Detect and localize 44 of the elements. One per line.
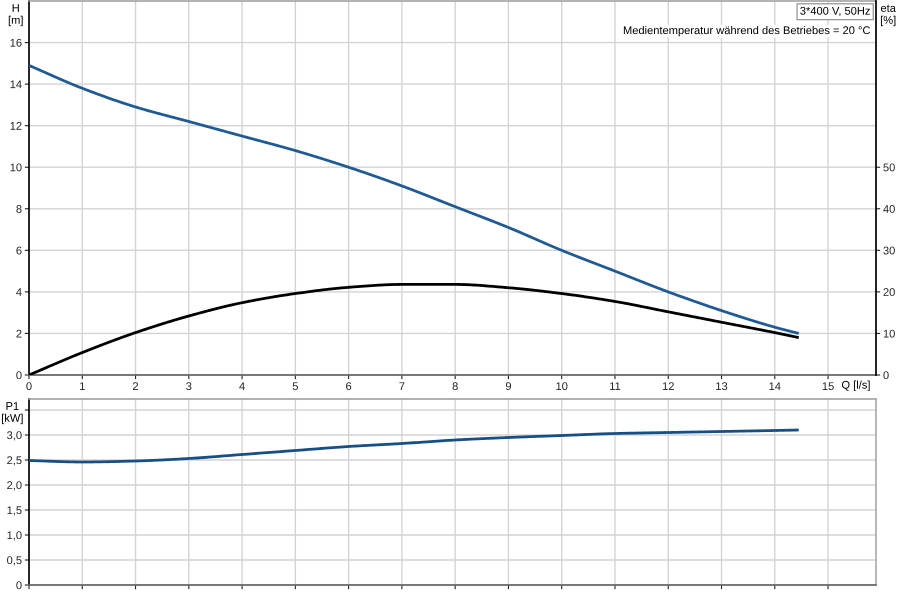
x-tick-label: 2 (133, 382, 138, 390)
x-tick-label: 15 (822, 382, 834, 390)
y-tick-label: 2,0 (7, 481, 22, 490)
y-tick-label: 3,0 (7, 431, 22, 440)
y-tick-label: 2 (16, 330, 22, 338)
y-tick-label: 0,5 (7, 556, 22, 566)
y-tick-label: 1,5 (7, 506, 22, 516)
x-tick-label: 0 (26, 382, 32, 390)
x-tick-label: 6 (346, 382, 352, 390)
annotation: 3*400 V, 50Hz (800, 6, 870, 16)
x-tick-label: 8 (452, 382, 458, 390)
y-tick-label: 0 (16, 581, 22, 590)
y2-tick-label: 30 (883, 246, 895, 254)
y-tick-label: 10 (10, 163, 22, 172)
x-tick-label: 9 (506, 382, 511, 390)
x-tick-label: 10 (556, 382, 568, 390)
x-tick-label: 5 (292, 382, 298, 390)
y-axis-title: P1 [kW] (2, 402, 23, 424)
x-tick-label: 12 (662, 382, 674, 390)
x-tick-label: 4 (239, 382, 245, 390)
y2-tick-label: 10 (884, 330, 895, 338)
y-tick-label: 6 (16, 246, 22, 254)
x-tick-label: 13 (716, 382, 728, 390)
y2-tick-label: 40 (883, 205, 895, 213)
y2-tick-label: 0 (883, 371, 889, 380)
y-tick-label: 12 (10, 122, 22, 130)
y-tick-label: 0 (16, 371, 22, 380)
y-tick-label: 8 (16, 205, 22, 213)
y-tick-label: 1,0 (7, 531, 22, 540)
x-axis-title: Q [l/s] (842, 380, 870, 391)
y-tick-label: 14 (10, 80, 22, 88)
x-tick-label: 14 (769, 382, 781, 390)
y-axis-title: H [m] (8, 4, 23, 26)
y-tick-label: 4 (16, 288, 22, 296)
x-tick-label: 7 (399, 382, 404, 390)
y-tick-label: 16 (10, 38, 22, 47)
y2-axis-title: eta [%] (880, 4, 896, 26)
x-tick-label: 3 (186, 382, 192, 390)
x-tick-label: 1 (80, 382, 85, 390)
y2-tick-label: 20 (884, 288, 895, 296)
y2-tick-label: 50 (883, 163, 895, 172)
y-tick-label: 2,5 (7, 456, 22, 466)
annotation: Medientemperatur während des Betriebes = 20 °C (624, 26, 870, 36)
x-tick-label: 11 (610, 382, 620, 390)
